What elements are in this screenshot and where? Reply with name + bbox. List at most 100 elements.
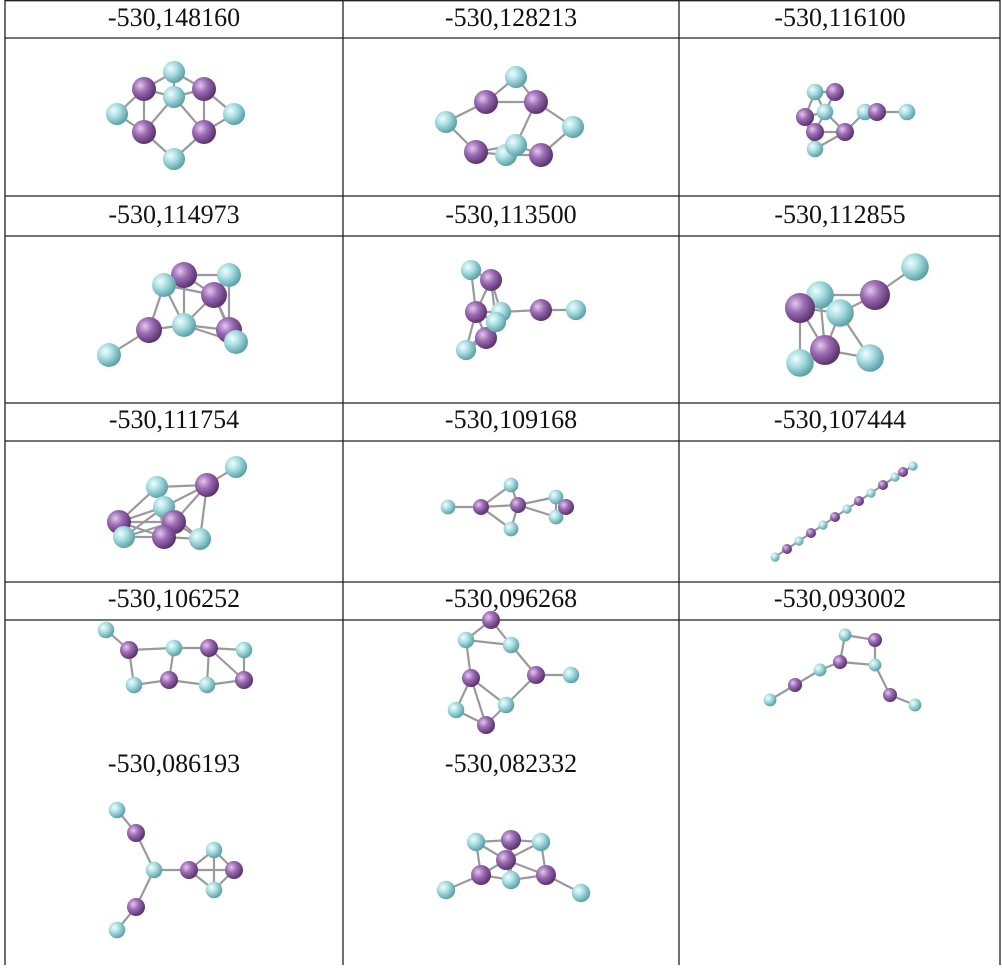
atom	[806, 528, 816, 538]
atom	[842, 504, 851, 513]
energy-label: -530,148160	[108, 3, 240, 32]
atom	[536, 865, 556, 885]
atom	[530, 299, 552, 321]
atom	[826, 299, 854, 327]
atom	[236, 642, 253, 659]
atom	[441, 500, 456, 515]
atom	[807, 141, 824, 158]
energy-label: -530,113500	[445, 200, 576, 229]
molecule-images	[97, 61, 929, 938]
atom	[785, 293, 815, 323]
atom	[480, 269, 502, 291]
atom	[152, 273, 176, 297]
atom	[818, 520, 827, 529]
atom	[826, 83, 844, 101]
atom	[503, 637, 520, 654]
molecule	[106, 61, 245, 170]
atom	[796, 108, 814, 126]
energy-label: -530,128213	[445, 3, 577, 32]
energy-label: -530,112855	[774, 200, 905, 229]
atom	[898, 467, 908, 477]
atom	[201, 282, 227, 308]
atom	[166, 640, 183, 657]
molecule	[456, 260, 586, 360]
atom	[527, 666, 545, 684]
energy-label: -530,111754	[109, 405, 239, 434]
atom	[786, 349, 814, 377]
atom	[180, 861, 198, 879]
atom	[868, 103, 886, 121]
molecule	[437, 830, 590, 902]
atom	[909, 699, 922, 712]
molecule	[796, 83, 915, 157]
atom	[435, 111, 457, 133]
atom	[501, 830, 521, 850]
energy-table: -530,148160 -530,128213 -530,116100 -530…	[0, 0, 1002, 969]
atom	[127, 824, 145, 842]
atom	[505, 66, 527, 88]
atom	[558, 499, 574, 515]
atom	[192, 77, 216, 101]
atom	[113, 526, 135, 548]
atom	[172, 313, 196, 337]
atom	[109, 802, 126, 819]
atom	[97, 343, 121, 367]
atom	[461, 260, 481, 280]
atom	[199, 677, 216, 694]
atom	[106, 103, 128, 125]
atom	[98, 622, 115, 639]
atom	[866, 488, 875, 497]
atom	[502, 871, 520, 889]
atom	[163, 148, 185, 170]
atom	[563, 667, 580, 684]
atom	[200, 639, 218, 657]
atom	[109, 922, 126, 939]
atom	[788, 678, 802, 692]
atom	[477, 716, 495, 734]
atom	[883, 688, 897, 702]
atom	[120, 641, 138, 659]
atom	[224, 330, 248, 354]
energy-label: -530,116100	[774, 3, 905, 32]
atom	[890, 472, 899, 481]
atom	[764, 694, 777, 707]
atom	[901, 253, 929, 281]
energy-label: -530,106252	[108, 584, 240, 613]
atom	[146, 476, 168, 498]
molecule	[785, 253, 929, 377]
atom	[126, 677, 143, 694]
atom	[235, 671, 253, 689]
molecule	[448, 611, 580, 734]
atom	[132, 120, 156, 144]
atom	[782, 544, 792, 554]
atom	[807, 84, 824, 101]
atom	[146, 862, 163, 879]
atom	[810, 335, 840, 365]
atom	[448, 702, 465, 719]
atom	[529, 143, 553, 167]
atom	[899, 104, 916, 121]
atom	[465, 301, 487, 323]
atom	[225, 861, 243, 879]
atom	[856, 344, 884, 372]
molecule	[441, 478, 574, 537]
atom	[562, 116, 584, 138]
molecule	[435, 66, 584, 167]
atom	[437, 881, 455, 899]
atom	[860, 280, 890, 310]
atom	[532, 833, 550, 851]
atom	[192, 120, 216, 144]
atom	[163, 86, 185, 108]
molecule	[770, 461, 917, 561]
atom	[486, 312, 506, 332]
atom	[839, 629, 852, 642]
atom	[806, 123, 824, 141]
atom	[566, 300, 586, 320]
atom	[817, 104, 834, 121]
atom	[136, 317, 162, 343]
atom	[217, 263, 241, 287]
atom	[127, 898, 145, 916]
molecule	[107, 456, 247, 550]
atom	[206, 882, 223, 899]
molecule	[109, 802, 243, 939]
